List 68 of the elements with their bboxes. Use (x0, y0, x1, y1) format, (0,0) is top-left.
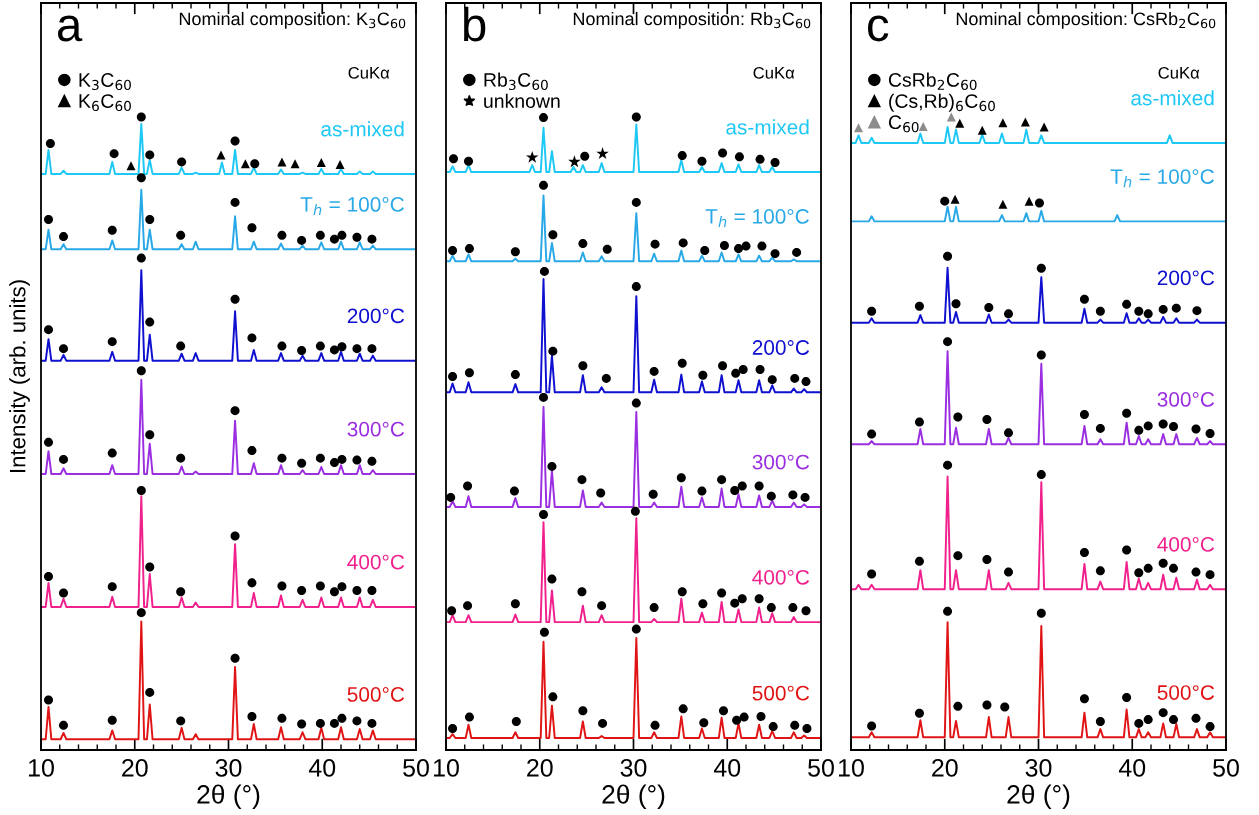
x-tick-label: 40 (1118, 758, 1146, 777)
point (998, 118, 1008, 128)
series-label: 200°C (752, 340, 810, 355)
point (216, 150, 226, 160)
series-label: as-mixed (1131, 90, 1214, 106)
chart-title: Nominal composition: Rb$_{3}$C$_{60}$ (573, 11, 811, 29)
x-tick-label: 50 (808, 758, 834, 777)
legend-label: C$_{60}$ (888, 115, 919, 133)
chart-title: Nominal composition: K$_{3}$C$_{60}$ (179, 11, 406, 29)
text: a (58, 15, 83, 42)
point (335, 159, 345, 169)
text: CuKα (753, 66, 795, 79)
x-axis-title: 2θ (°) (602, 784, 665, 809)
series-label: 200°C (347, 308, 405, 324)
series-label: 400°C (1157, 537, 1215, 552)
series-label: T$_{h}$ = 100°C (1110, 169, 1214, 188)
x-tick-label: 10 (29, 758, 54, 777)
series-label: 500°C (347, 687, 405, 702)
text: b (464, 6, 486, 42)
x-tick-label: 20 (122, 758, 148, 777)
series-label: 500°C (752, 685, 810, 701)
point (290, 159, 300, 169)
x-tick-label: 50 (1213, 758, 1239, 777)
text: c (868, 15, 889, 42)
x-tick-label: 50 (403, 758, 429, 777)
point (854, 123, 863, 133)
series-label: 300°C (1157, 392, 1215, 407)
point (918, 121, 928, 131)
point (998, 199, 1008, 209)
x-tick-label: 20 (527, 758, 553, 777)
series-label: 500°C (1157, 685, 1215, 700)
point (1020, 117, 1030, 127)
y-axis-title: Intensity (arb. units) (9, 280, 30, 473)
x-tick-label: 10 (434, 758, 459, 777)
series-label: 400°C (347, 554, 405, 570)
x-tick-label: 40 (308, 758, 336, 777)
x-tick-label: 40 (713, 758, 741, 777)
legend-label: unknown (484, 93, 560, 108)
series-label: 300°C (347, 421, 405, 437)
x-tick-label: 20 (932, 758, 958, 777)
legend-label: (Cs,Rb)$_{6}$C$_{60}$ (889, 93, 995, 112)
point (955, 118, 965, 128)
x-tick-label: 30 (1025, 758, 1052, 777)
point (316, 158, 326, 168)
x-tick-label: 10 (839, 758, 864, 777)
x-tick-label: 30 (215, 758, 242, 777)
point (950, 194, 960, 204)
point (1024, 196, 1034, 206)
legend-label: Rb$_{3}$C$_{60}$ (484, 72, 548, 91)
series-label: 400°C (752, 569, 810, 585)
series-label: T$_{h}$ = 100°C (300, 197, 404, 215)
series-label: as-mixed (321, 121, 404, 137)
text: CuKα (348, 66, 390, 79)
series-label: T$_{h}$ = 100°C (705, 209, 809, 228)
series-label: 300°C (752, 454, 810, 470)
text: CuKα (1158, 66, 1200, 79)
legend-label: K$_{3}$C$_{60}$ (79, 73, 131, 91)
x-axis-title: 2θ (°) (197, 784, 260, 809)
point (126, 161, 136, 171)
point (977, 125, 987, 135)
legend-label: CsRb$_{2}$C$_{60}$ (888, 72, 977, 91)
x-tick-label: 30 (620, 758, 647, 777)
point (1039, 122, 1049, 132)
series-label: 200°C (1157, 270, 1215, 286)
x-axis-title: 2θ (°) (1007, 784, 1070, 809)
legend-label: K$_{6}$C$_{60}$ (79, 94, 131, 112)
chart-title: Nominal composition: CsRb$_{2}$C$_{60}$ (956, 11, 1216, 29)
series-label: as-mixed (726, 119, 809, 135)
